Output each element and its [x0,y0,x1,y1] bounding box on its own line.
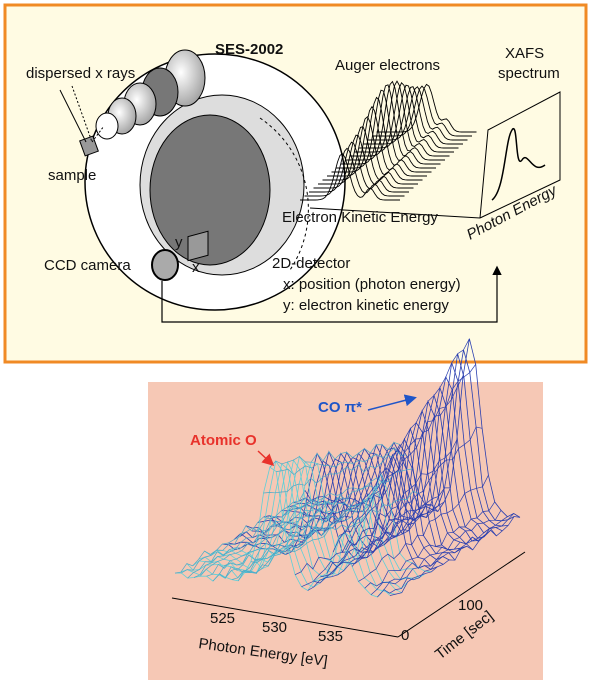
measurement-panel: Atomic O CO π* 525 530 535 Photon Energy… [148,339,543,680]
instrument: SES-2002 [215,41,283,58]
time-tick: 100 [458,597,483,614]
detector-title: 2D-detector [272,255,350,272]
xafs: XAFS [505,45,544,62]
sample: sample [48,167,96,184]
xafs: spectrum [498,65,560,82]
peak-label: Atomic O [190,432,257,449]
source: dispersed x rays [26,65,135,82]
detector-line: x: position (photon energy) [283,276,461,293]
setup-panel: SES-2002 dispersed x rays sample Auger e… [5,5,586,362]
energy-tick: 525 [210,610,235,627]
page: SES-2002 dispersed x rays sample Auger e… [0,0,592,682]
peak-label: CO π* [318,399,362,416]
auger: Auger electrons [335,57,440,74]
detector-line: y: electron kinetic energy [283,297,449,314]
camera [152,250,178,280]
detector-x: x [192,259,200,276]
energy-tick: 535 [318,628,343,645]
kinetic-axis-label: Electron Kinetic Energy [282,209,438,226]
time-tick: 0 [401,627,409,644]
detector [188,231,208,260]
detector-y: y [175,234,183,251]
hemisphere [150,115,270,265]
energy-tick: 530 [262,619,287,636]
camera-label: CCD camera [44,257,131,274]
